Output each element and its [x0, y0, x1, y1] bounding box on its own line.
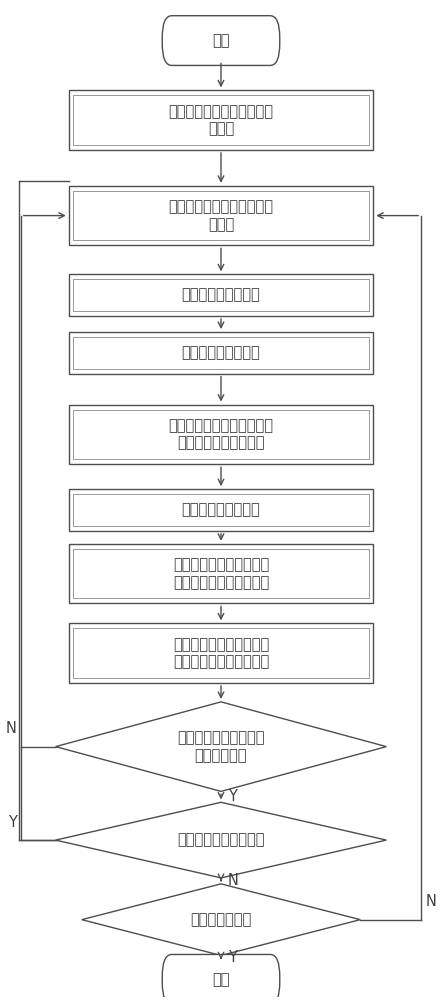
Polygon shape [56, 702, 386, 791]
Text: 学习次数已到？: 学习次数已到？ [191, 912, 251, 927]
Text: 输出层节点输出计算: 输出层节点输出计算 [182, 345, 260, 360]
Text: 取一组平均线路负荷作为输
入信号: 取一组平均线路负荷作为输 入信号 [168, 199, 274, 232]
Text: 结束: 结束 [212, 972, 230, 987]
Bar [69, 332, 373, 374]
Bar [69, 90, 373, 150]
Text: N: N [6, 721, 16, 736]
Bar [73, 279, 369, 311]
Text: 输入层和隐含层间权值更
新，隐含层节点阈值更新: 输入层和隐含层间权值更 新，隐含层节点阈值更新 [173, 637, 269, 669]
Bar [73, 191, 369, 240]
Text: 将母线电量不平衡率作为教
师样本计算输出层误差: 将母线电量不平衡率作为教 师样本计算输出层误差 [168, 418, 274, 451]
Polygon shape [56, 802, 386, 878]
Bar [73, 494, 369, 526]
Bar [73, 95, 369, 145]
Text: N: N [426, 894, 436, 909]
Bar [69, 405, 373, 464]
Text: 开始: 开始 [212, 33, 230, 48]
Bar [73, 410, 369, 459]
Text: 本次学习中所有电能量
数据都取完？: 本次学习中所有电能量 数据都取完？ [177, 730, 265, 763]
Text: 隐含层和输出层间权值更
新，输出层节点阈值更新: 隐含层和输出层间权值更 新，输出层节点阈值更新 [173, 557, 269, 590]
Text: 计算隐含层节点误差: 计算隐含层节点误差 [182, 502, 260, 517]
Text: Y: Y [8, 815, 16, 830]
Bar [69, 489, 373, 531]
Bar [69, 623, 373, 683]
Bar [69, 186, 373, 245]
Bar [69, 274, 373, 316]
Bar [73, 549, 369, 598]
Bar [73, 628, 369, 678]
Text: 隐含层节点输出计算: 隐含层节点输出计算 [182, 288, 260, 303]
Text: 输出层误差小于下限？: 输出层误差小于下限？ [177, 833, 265, 848]
FancyBboxPatch shape [162, 954, 280, 1000]
Text: Y: Y [228, 950, 236, 965]
Text: Y: Y [228, 789, 236, 804]
Bar [69, 544, 373, 603]
FancyBboxPatch shape [162, 16, 280, 65]
Text: 各层的阈值和各层间的权值
初始化: 各层的阈值和各层间的权值 初始化 [168, 104, 274, 136]
Text: N: N [228, 873, 238, 888]
Polygon shape [82, 884, 360, 955]
Bar [73, 337, 369, 369]
